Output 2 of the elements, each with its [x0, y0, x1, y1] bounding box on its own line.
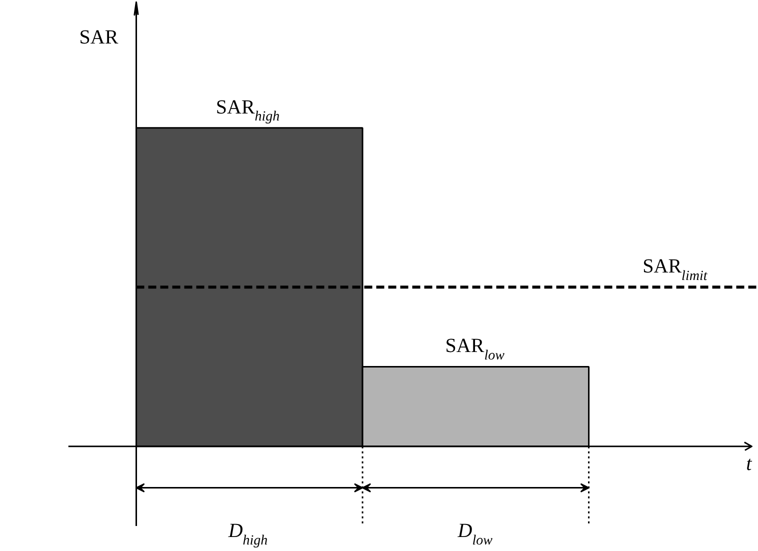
x-axis-title: t [746, 452, 752, 475]
y-axis-title: SAR [79, 26, 119, 48]
